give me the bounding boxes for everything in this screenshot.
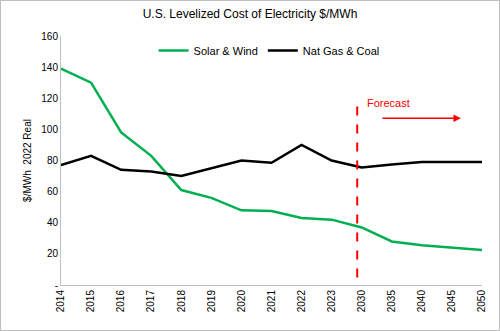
- svg-text:2045: 2045: [446, 290, 457, 313]
- svg-text:20: 20: [47, 248, 59, 259]
- svg-text:2021: 2021: [266, 290, 277, 313]
- svg-text:140: 140: [41, 62, 58, 73]
- svg-text:2022: 2022: [296, 290, 307, 313]
- svg-text:40: 40: [47, 217, 59, 228]
- svg-text:$/MWh 2022 Real: $/MWh 2022 Real: [22, 119, 33, 202]
- svg-text:100: 100: [41, 124, 58, 135]
- svg-text:2018: 2018: [176, 290, 187, 313]
- svg-text:60: 60: [47, 186, 59, 197]
- svg-text:Solar & Wind: Solar & Wind: [194, 45, 258, 57]
- svg-text:2040: 2040: [416, 290, 427, 313]
- svg-text:2016: 2016: [115, 290, 126, 313]
- svg-text:2023: 2023: [326, 290, 337, 313]
- svg-text:2050: 2050: [476, 290, 487, 313]
- svg-text:2015: 2015: [85, 290, 96, 313]
- svg-text:160: 160: [41, 31, 58, 42]
- svg-text:2030: 2030: [356, 290, 367, 313]
- svg-text:120: 120: [41, 93, 58, 104]
- svg-text:2017: 2017: [145, 290, 156, 313]
- svg-text:Forecast: Forecast: [367, 97, 410, 109]
- svg-text:Nat Gas & Coal: Nat Gas & Coal: [303, 45, 379, 57]
- svg-text:2014: 2014: [55, 290, 66, 313]
- svg-text:2019: 2019: [206, 290, 217, 313]
- svg-text:2020: 2020: [236, 290, 247, 313]
- svg-text:2035: 2035: [386, 290, 397, 313]
- svg-text:80: 80: [47, 155, 59, 166]
- svg-text:U.S. Levelized Cost of Electri: U.S. Levelized Cost of Electricity $/MWh: [143, 7, 358, 21]
- svg-text:-: -: [55, 280, 58, 291]
